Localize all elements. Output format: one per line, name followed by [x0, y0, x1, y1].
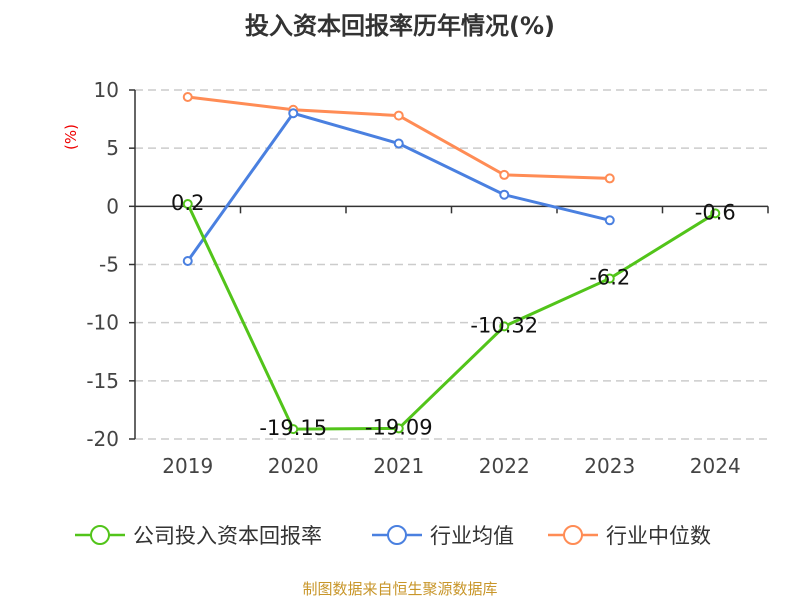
x-tick-label: 2022	[479, 454, 530, 478]
y-tick-label: -10	[86, 311, 119, 335]
legend-label: 行业均值	[430, 524, 514, 548]
legend-median-icon	[548, 525, 598, 545]
line-chart: 10 5 0 -5 -10 -15 -20 2019 2020 2021 2022 2023 2024 0…	[86, 78, 769, 478]
x-tick-label: 2024	[690, 454, 741, 478]
series-line-0	[186, 203, 717, 431]
data-point	[499, 189, 510, 200]
y-tick-label: -5	[99, 253, 119, 277]
series-line-2	[187, 95, 610, 180]
data-point	[288, 424, 299, 435]
data-point	[499, 321, 510, 332]
legend-company-icon	[75, 525, 125, 545]
series-line-1	[186, 111, 611, 262]
x-tick-label: 2019	[162, 454, 213, 478]
data-label: -6.2	[589, 265, 630, 289]
y-tick-label: 0	[106, 194, 119, 218]
data-label: -19.15	[259, 416, 327, 440]
legend-mean-icon	[372, 525, 422, 545]
data-label: -0.6	[695, 200, 736, 224]
chart-title: 投入资本回报率历年情况(%)	[245, 12, 555, 40]
data-label: -19.09	[365, 415, 433, 439]
y-tick-label: -20	[86, 427, 119, 451]
data-label: -10.32	[470, 313, 538, 337]
legend-item-company[interactable]: 公司投入资本回报率	[75, 520, 322, 550]
x-tick-label: 2023	[584, 454, 635, 478]
legend-item-industry-mean[interactable]: 行业均值	[372, 520, 514, 550]
data-point	[604, 215, 615, 226]
y-tick-label: 5	[106, 136, 119, 160]
y-tick-label: -15	[86, 369, 119, 393]
data-point	[182, 199, 193, 210]
legend-label: 公司投入资本回报率	[133, 524, 322, 548]
data-point	[393, 138, 404, 149]
data-point	[499, 169, 510, 180]
y-tick-label: 10	[94, 78, 119, 102]
data-point	[604, 273, 615, 284]
x-tick-label: 2021	[373, 454, 424, 478]
legend-label: 行业中位数	[606, 524, 711, 548]
data-source: 制图数据来自恒生聚源数据库	[302, 580, 498, 598]
data-point	[288, 108, 299, 119]
data-point	[393, 110, 404, 121]
data-point	[604, 173, 615, 184]
data-label: 0.2	[171, 191, 204, 215]
legend-item-industry-median[interactable]: 行业中位数	[548, 520, 711, 550]
x-tick-label: 2020	[268, 454, 319, 478]
data-point	[393, 423, 404, 434]
data-point	[710, 208, 721, 219]
data-point	[182, 256, 193, 267]
data-point	[182, 91, 193, 102]
